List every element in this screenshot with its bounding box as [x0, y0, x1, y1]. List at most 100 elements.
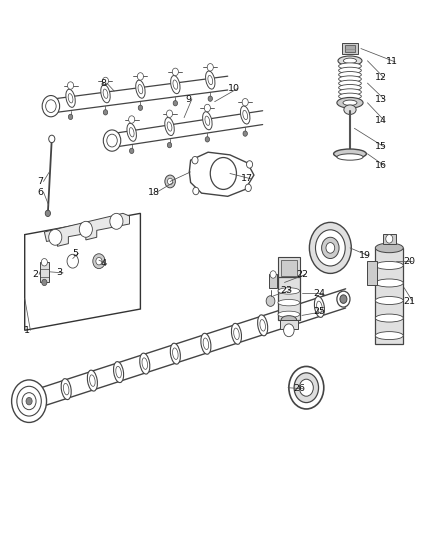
Ellipse shape — [343, 58, 357, 63]
Ellipse shape — [68, 94, 73, 103]
Text: 8: 8 — [100, 78, 106, 87]
Ellipse shape — [234, 328, 239, 340]
Ellipse shape — [127, 123, 136, 141]
Text: 11: 11 — [385, 58, 397, 66]
Ellipse shape — [375, 279, 403, 287]
Ellipse shape — [337, 154, 363, 160]
Polygon shape — [189, 152, 254, 196]
Ellipse shape — [138, 85, 143, 94]
Ellipse shape — [314, 296, 325, 317]
Ellipse shape — [208, 75, 212, 85]
Ellipse shape — [66, 89, 75, 107]
Bar — [278, 277, 300, 320]
Bar — [281, 260, 297, 276]
Text: 15: 15 — [374, 142, 387, 151]
Circle shape — [129, 116, 135, 123]
Ellipse shape — [203, 112, 212, 130]
Circle shape — [205, 136, 209, 142]
Circle shape — [103, 110, 108, 115]
Circle shape — [167, 142, 172, 148]
Text: 17: 17 — [241, 174, 253, 183]
Circle shape — [243, 131, 247, 136]
Circle shape — [247, 161, 253, 168]
Bar — [280, 320, 297, 329]
Ellipse shape — [340, 295, 347, 303]
Ellipse shape — [113, 362, 124, 383]
Bar — [342, 43, 358, 54]
Ellipse shape — [205, 71, 215, 89]
Circle shape — [130, 148, 134, 154]
Ellipse shape — [243, 110, 247, 119]
Circle shape — [49, 135, 55, 143]
Ellipse shape — [116, 366, 121, 378]
Ellipse shape — [278, 311, 300, 318]
Ellipse shape — [339, 89, 361, 95]
Ellipse shape — [338, 56, 362, 66]
Bar — [367, 261, 377, 285]
Circle shape — [299, 379, 313, 396]
Ellipse shape — [344, 105, 356, 115]
Ellipse shape — [339, 80, 361, 86]
Circle shape — [42, 95, 60, 117]
Ellipse shape — [231, 324, 241, 344]
Text: 3: 3 — [57, 269, 63, 277]
Circle shape — [138, 72, 144, 80]
Ellipse shape — [87, 370, 97, 391]
Circle shape — [204, 104, 210, 112]
Circle shape — [284, 324, 294, 337]
Circle shape — [210, 158, 237, 189]
Text: 12: 12 — [374, 73, 387, 82]
Circle shape — [110, 213, 123, 229]
Circle shape — [68, 114, 73, 119]
Circle shape — [386, 235, 393, 243]
Ellipse shape — [171, 76, 180, 94]
Circle shape — [192, 157, 198, 164]
Ellipse shape — [142, 358, 148, 369]
Text: 16: 16 — [374, 161, 387, 170]
Text: 21: 21 — [403, 296, 415, 305]
Circle shape — [266, 296, 275, 306]
Ellipse shape — [375, 262, 403, 269]
Circle shape — [289, 367, 324, 409]
Ellipse shape — [281, 316, 297, 324]
Text: 5: 5 — [72, 249, 78, 258]
Ellipse shape — [173, 80, 178, 89]
Bar — [345, 45, 355, 52]
Circle shape — [309, 222, 351, 273]
Ellipse shape — [173, 348, 178, 359]
Ellipse shape — [339, 71, 361, 78]
Bar — [383, 234, 396, 244]
Circle shape — [326, 243, 335, 253]
Text: 24: 24 — [314, 288, 325, 297]
Ellipse shape — [339, 85, 361, 91]
Text: 1: 1 — [24, 326, 30, 335]
Ellipse shape — [317, 301, 322, 313]
Ellipse shape — [203, 338, 208, 350]
Ellipse shape — [375, 296, 403, 304]
Ellipse shape — [339, 63, 361, 69]
Text: 20: 20 — [403, 257, 415, 265]
Circle shape — [26, 398, 32, 405]
Bar — [269, 274, 277, 288]
Ellipse shape — [339, 67, 361, 74]
Circle shape — [42, 279, 47, 286]
Ellipse shape — [205, 116, 210, 125]
Ellipse shape — [129, 127, 134, 137]
Ellipse shape — [167, 122, 172, 131]
Circle shape — [315, 230, 345, 266]
Text: 6: 6 — [37, 188, 43, 197]
Circle shape — [45, 210, 50, 216]
Circle shape — [165, 175, 175, 188]
Ellipse shape — [343, 100, 357, 106]
Circle shape — [12, 380, 46, 423]
Ellipse shape — [375, 314, 403, 322]
Circle shape — [93, 254, 105, 269]
Ellipse shape — [337, 98, 363, 108]
Bar — [40, 262, 49, 282]
Ellipse shape — [339, 76, 361, 82]
Circle shape — [172, 68, 178, 76]
Ellipse shape — [201, 333, 211, 354]
Ellipse shape — [240, 106, 250, 124]
Circle shape — [193, 187, 199, 195]
Circle shape — [245, 184, 251, 191]
